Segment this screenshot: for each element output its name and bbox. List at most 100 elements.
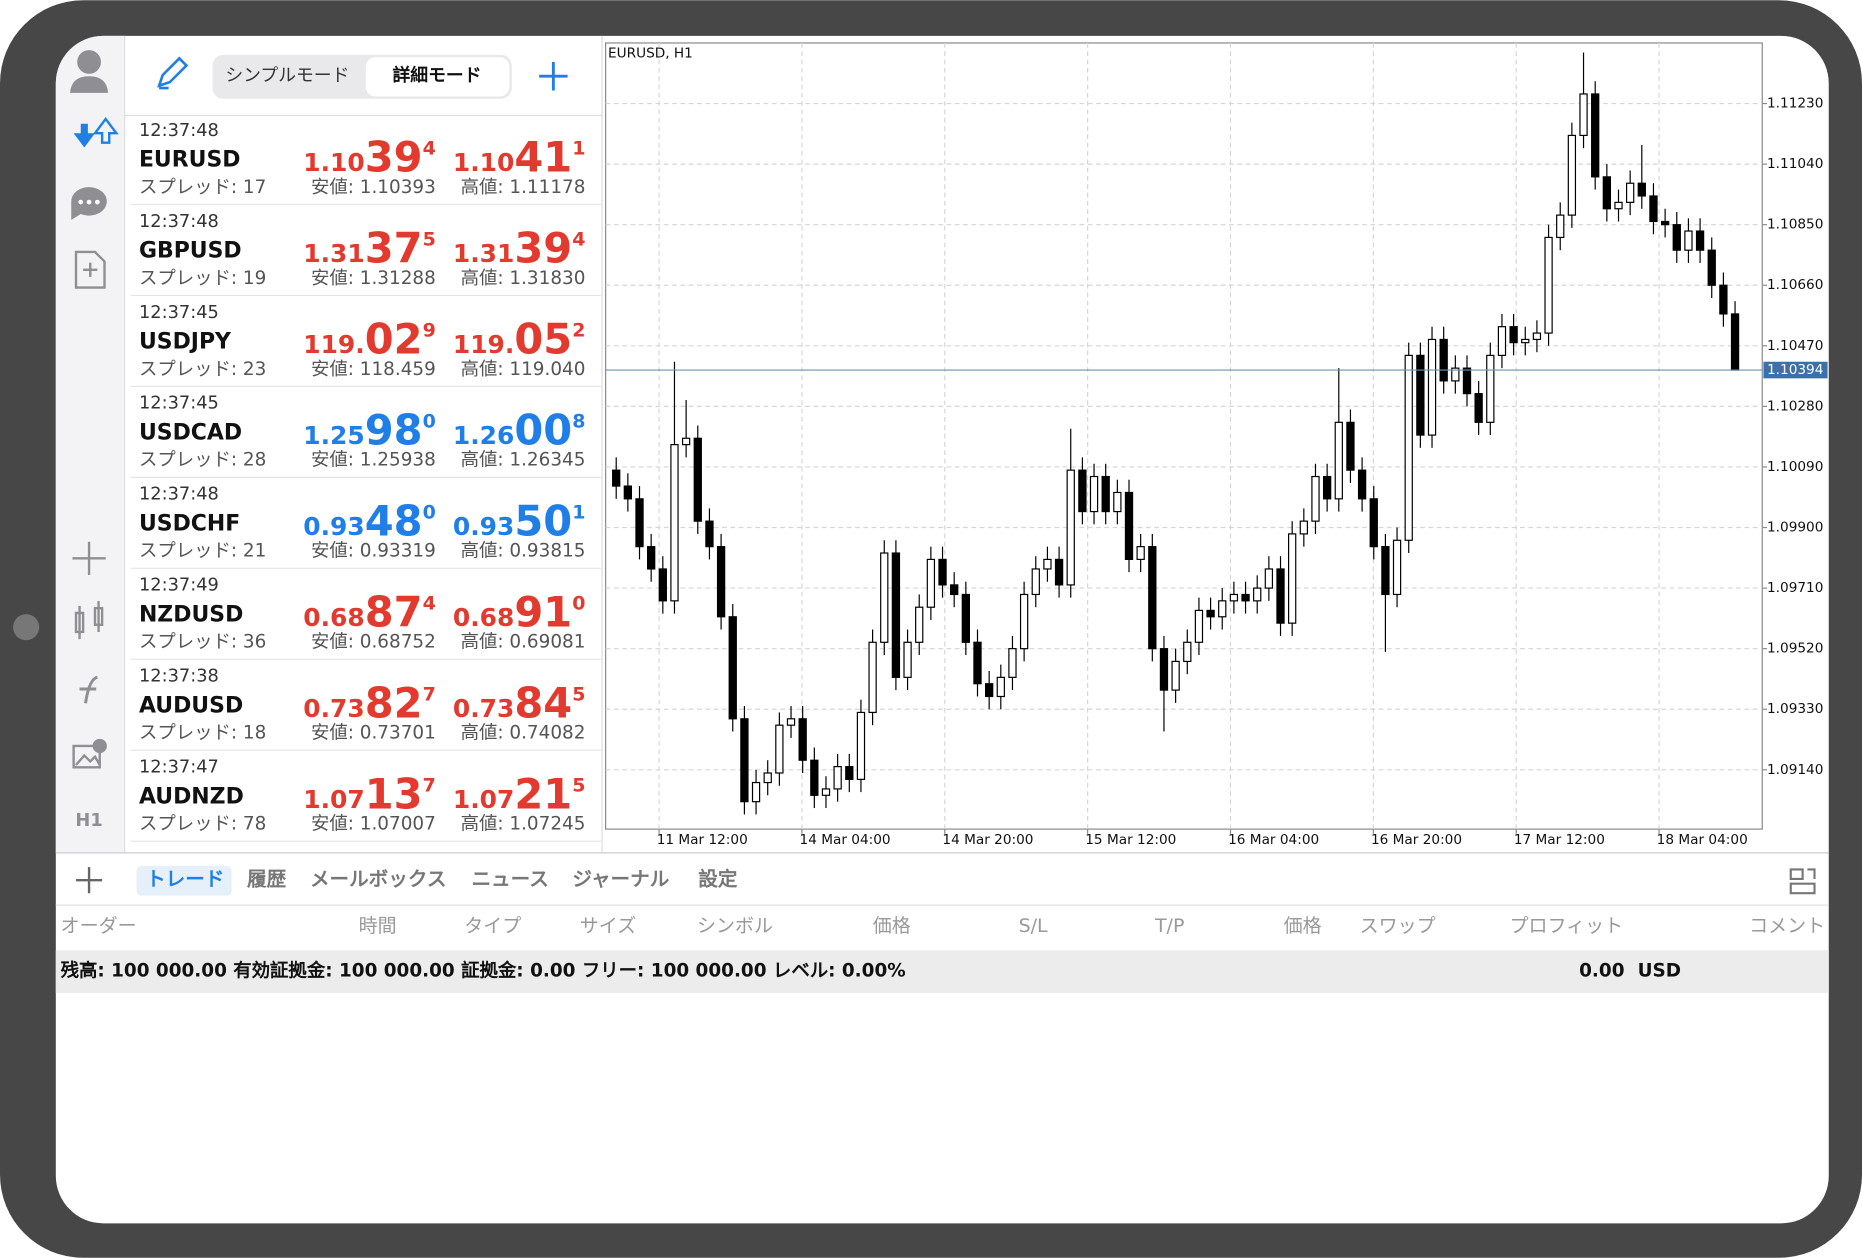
candle-body bbox=[868, 641, 877, 714]
quote-symbol: GBPUSD bbox=[139, 238, 242, 263]
objects-icon[interactable] bbox=[72, 744, 101, 769]
tab[interactable]: ジャーナル bbox=[572, 868, 669, 891]
account-icon[interactable] bbox=[77, 50, 101, 74]
ask-price: 0.93501 bbox=[453, 496, 586, 545]
crosshair-icon[interactable] bbox=[72, 541, 106, 575]
currency: USD bbox=[1638, 961, 1681, 982]
candle-body bbox=[728, 616, 737, 720]
candle-body bbox=[1299, 520, 1308, 535]
candle-body bbox=[1381, 546, 1390, 596]
new-order-icon[interactable] bbox=[74, 250, 106, 289]
quote-symbol: USDCAD bbox=[139, 420, 242, 445]
candle-body bbox=[833, 766, 842, 790]
column-header: コメント bbox=[1749, 915, 1825, 937]
candle-body bbox=[1521, 338, 1530, 344]
y-tick-label: 1.10660 bbox=[1767, 277, 1823, 293]
tab[interactable]: 履歴 bbox=[247, 868, 287, 891]
sidebar-icons bbox=[70, 50, 119, 769]
candle-body bbox=[1509, 326, 1518, 344]
candle-body bbox=[1532, 332, 1542, 341]
column-header: T/P bbox=[1154, 915, 1184, 937]
y-tick-label: 1.10280 bbox=[1767, 398, 1823, 414]
candle-body bbox=[1649, 195, 1658, 223]
candle-body bbox=[1695, 230, 1705, 251]
candle-body bbox=[1089, 475, 1099, 513]
quote-symbol: EURUSD bbox=[139, 148, 241, 173]
candle-body bbox=[845, 766, 854, 780]
candle-body bbox=[1427, 338, 1437, 436]
price-sup: 7 bbox=[423, 774, 436, 796]
price-sup: 4 bbox=[572, 228, 585, 250]
column-header: サイズ bbox=[580, 915, 636, 937]
candle-body bbox=[996, 676, 1005, 698]
last-price-label: 1.10394 bbox=[1767, 362, 1823, 378]
price-sup: 2 bbox=[572, 319, 585, 341]
price-big: 39 bbox=[365, 133, 423, 182]
tab[interactable]: メールボックス bbox=[310, 868, 446, 891]
candle-body bbox=[1567, 134, 1577, 216]
add-tab[interactable] bbox=[76, 867, 103, 894]
candle-body bbox=[1730, 313, 1740, 371]
candle-body bbox=[1684, 230, 1693, 251]
quote-spread: スプレッド: 21 bbox=[139, 541, 266, 562]
price-prefix: 119. bbox=[453, 330, 514, 359]
candle-body bbox=[1136, 546, 1145, 560]
bid-price: 1.31375 bbox=[303, 223, 436, 272]
column-header: スワップ bbox=[1360, 915, 1436, 937]
price-big: 13 bbox=[365, 769, 423, 818]
edit-icon[interactable] bbox=[157, 56, 189, 90]
candle-body bbox=[891, 552, 901, 678]
price-prefix: 0.73 bbox=[453, 694, 514, 723]
candle-body bbox=[938, 558, 947, 586]
candle-body bbox=[775, 724, 784, 774]
mode-tab[interactable]: 詳細モード bbox=[393, 64, 482, 86]
add-symbol[interactable] bbox=[539, 61, 568, 91]
candle-body bbox=[1602, 176, 1612, 210]
candle-body bbox=[1614, 201, 1623, 210]
price-prefix: 1.07 bbox=[303, 785, 365, 814]
tab[interactable]: 設定 bbox=[698, 868, 738, 891]
chart-type-icon[interactable] bbox=[74, 601, 104, 640]
price-sup: 9 bbox=[423, 319, 436, 341]
low-price: 安値: 1.10393 bbox=[311, 177, 436, 198]
mode-tab[interactable]: シンプルモード bbox=[225, 65, 349, 86]
ask-price: 119.052 bbox=[453, 314, 586, 363]
tabs: トレード 履歴 メールボックス ニュース ジャーナル 設定 bbox=[146, 868, 738, 891]
price-sup: 8 bbox=[572, 410, 585, 432]
quote-symbol: NZDUSD bbox=[139, 602, 243, 627]
y-tick-label: 1.09520 bbox=[1767, 641, 1823, 657]
low-price: 安値: 0.73701 bbox=[311, 723, 436, 744]
indicator-icon[interactable] bbox=[79, 675, 98, 704]
timeframe-button[interactable]: H1 bbox=[75, 810, 102, 831]
candle-body bbox=[1253, 587, 1262, 602]
chat-dot bbox=[78, 199, 84, 205]
candle-body bbox=[1672, 224, 1681, 251]
tab[interactable]: トレード bbox=[146, 868, 224, 891]
price-big: 98 bbox=[365, 405, 423, 454]
home-button[interactable] bbox=[13, 614, 40, 641]
column-header: S/L bbox=[1019, 915, 1048, 937]
candle-body bbox=[973, 641, 982, 685]
candle-body bbox=[1101, 475, 1110, 513]
price-prefix: 1.10 bbox=[453, 148, 514, 177]
account-row bbox=[55, 950, 1829, 993]
candle-body bbox=[658, 568, 667, 602]
layout-icon[interactable] bbox=[1789, 868, 1816, 895]
candle-body bbox=[1311, 475, 1320, 522]
tab[interactable]: ニュース bbox=[471, 868, 548, 891]
trade-icon[interactable] bbox=[73, 123, 95, 148]
candle-body bbox=[926, 558, 936, 608]
x-tick-label: 17 Mar 12:00 bbox=[1514, 832, 1605, 848]
candle-body bbox=[1462, 367, 1472, 395]
price-prefix: 119. bbox=[303, 330, 365, 359]
